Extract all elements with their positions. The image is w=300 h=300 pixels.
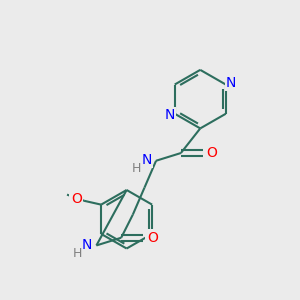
- Text: N: N: [82, 238, 92, 252]
- Text: O: O: [147, 231, 158, 245]
- Text: N: N: [164, 108, 175, 122]
- Text: H: H: [72, 247, 82, 260]
- Text: H: H: [132, 162, 141, 175]
- Text: O: O: [71, 192, 82, 206]
- Text: N: N: [142, 153, 152, 167]
- Text: N: N: [226, 76, 236, 90]
- Text: O: O: [206, 146, 217, 160]
